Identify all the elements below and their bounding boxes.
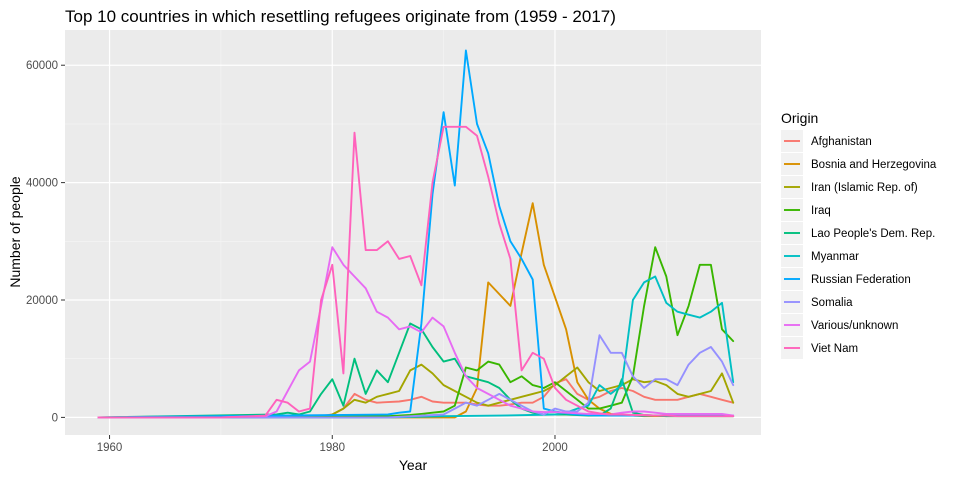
y-tick-label: 60000 <box>26 60 58 72</box>
legend-item-iraq: Iraq <box>781 199 831 221</box>
legend-items: Afghanistan Bosnia and Herzegovina Iran (I… <box>781 130 937 359</box>
y-axis-title: Number of people <box>7 176 23 288</box>
series-line-somalia <box>97 334 735 419</box>
series-line-afghanistan <box>97 378 735 419</box>
legend-label: Viet Nam <box>811 343 858 355</box>
legend-label: Various/unknown <box>811 320 898 332</box>
legend-item-lao-people-s-dem-rep: Lao People's Dem. Rep. <box>781 222 935 244</box>
legend-label: Iraq <box>811 205 831 217</box>
minor-gridlines <box>65 30 761 435</box>
series-line-myanmar <box>97 275 735 419</box>
legend-item-bosnia-and-herzegovina: Bosnia and Herzegovina <box>781 153 937 175</box>
x-tick-label: 1960 <box>97 442 123 454</box>
x-tick-label: 2000 <box>542 442 568 454</box>
x-tick-label: 1980 <box>319 442 345 454</box>
series-lines <box>97 49 735 419</box>
legend-label: Iran (Islamic Rep. of) <box>811 182 918 194</box>
chart-title: Top 10 countries in which resettling ref… <box>65 7 616 26</box>
series-line-viet-nam <box>97 125 735 419</box>
y-tick-label: 40000 <box>26 178 58 190</box>
legend-label: Afghanistan <box>811 136 872 148</box>
y-tick-label: 0 <box>52 412 58 424</box>
legend: Origin Afghanistan Bosnia and Herzegovina… <box>781 110 937 359</box>
y-axis: 0 20000 40000 60000 <box>26 60 65 424</box>
major-gridlines <box>65 30 761 435</box>
legend-item-iran-islamic-rep-of: Iran (Islamic Rep. of) <box>781 176 918 198</box>
series-line-iran-islamic-rep-of <box>97 363 735 419</box>
legend-item-somalia: Somalia <box>781 291 853 313</box>
x-axis-title: Year <box>399 457 428 473</box>
legend-label: Bosnia and Herzegovina <box>811 159 937 171</box>
legend-label: Lao People's Dem. Rep. <box>811 228 935 240</box>
legend-item-viet-nam: Viet Nam <box>781 337 858 359</box>
legend-item-russian-federation: Russian Federation <box>781 268 911 290</box>
plot-panel <box>65 30 761 435</box>
series-line-iraq <box>97 246 735 419</box>
legend-item-myanmar: Myanmar <box>781 245 859 267</box>
legend-item-afghanistan: Afghanistan <box>781 130 872 152</box>
x-axis: 1960 1980 2000 <box>97 435 568 454</box>
legend-title: Origin <box>781 110 818 126</box>
legend-label: Somalia <box>811 297 853 309</box>
series-line-various-unknown <box>97 246 735 419</box>
legend-item-various-unknown: Various/unknown <box>781 314 898 336</box>
y-tick-label: 20000 <box>26 295 58 307</box>
legend-label: Russian Federation <box>811 274 911 286</box>
legend-label: Myanmar <box>811 251 859 263</box>
